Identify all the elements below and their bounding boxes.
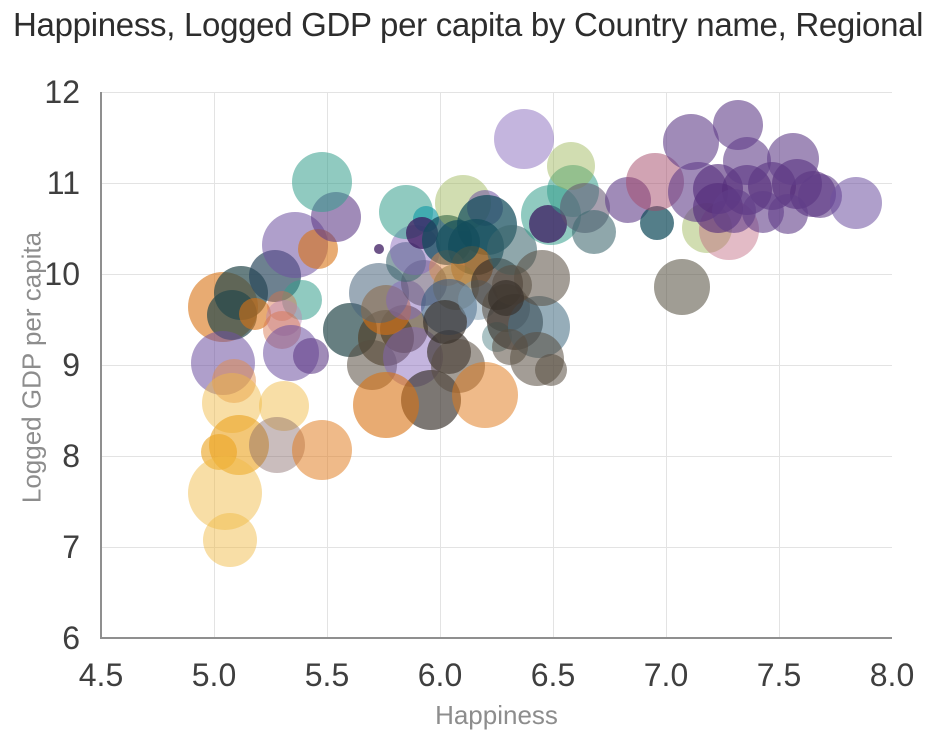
bubble[interactable] — [829, 177, 882, 230]
bubble[interactable] — [373, 244, 384, 255]
bubble[interactable] — [238, 298, 271, 331]
bubble[interactable] — [200, 434, 237, 471]
bubble[interactable] — [723, 137, 772, 186]
bubble[interactable] — [547, 141, 596, 190]
bubble[interactable] — [212, 359, 257, 404]
bubble[interactable] — [352, 372, 419, 439]
y-axis-title: Logged GDP per capita — [16, 231, 47, 504]
x-axis-line — [100, 637, 892, 639]
y-tick-label: 7 — [62, 529, 80, 565]
bubble[interactable] — [492, 328, 529, 365]
bubble[interactable] — [452, 362, 519, 429]
bubble[interactable] — [282, 280, 323, 321]
bubble[interactable] — [493, 109, 554, 170]
x-axis-title: Happiness — [435, 700, 558, 730]
y-tick-label: 12 — [44, 74, 80, 110]
bubble[interactable] — [766, 133, 819, 186]
gridline — [101, 92, 892, 93]
bubble[interactable] — [662, 114, 719, 171]
bubble[interactable] — [571, 210, 616, 255]
bubble[interactable] — [293, 337, 330, 374]
bubble[interactable] — [191, 331, 256, 396]
bubble[interactable] — [266, 290, 297, 321]
x-tick-label: 7.5 — [756, 657, 802, 693]
gridline — [101, 183, 892, 184]
bubble[interactable] — [202, 512, 257, 567]
x-tick-label: 7.0 — [643, 657, 689, 693]
x-tick-label: 5.0 — [191, 657, 237, 693]
chart-title: Happiness, Logged GDP per capita by Coun… — [13, 6, 927, 43]
y-tick-label: 11 — [46, 165, 80, 201]
x-tick-label: 8.0 — [869, 657, 915, 693]
gridline — [101, 456, 892, 457]
x-tick-label: 4.5 — [78, 657, 124, 693]
y-axis-line — [100, 92, 102, 639]
bubble[interactable] — [534, 353, 567, 386]
y-tick-label: 9 — [62, 347, 80, 383]
plot-area — [101, 92, 892, 638]
bubble[interactable] — [768, 193, 809, 234]
bubble[interactable] — [436, 220, 481, 265]
bubble[interactable] — [188, 456, 263, 531]
x-tick-label: 6.5 — [530, 657, 576, 693]
bubble[interactable] — [292, 152, 353, 213]
y-tick-label: 6 — [62, 620, 80, 656]
bubble[interactable] — [292, 419, 353, 480]
bubble[interactable] — [259, 380, 310, 431]
x-tick-label: 6.0 — [417, 657, 463, 693]
y-tick-label: 10 — [44, 256, 80, 292]
x-tick-label: 5.5 — [304, 657, 350, 693]
bubble[interactable] — [653, 258, 710, 315]
bubble[interactable] — [639, 206, 674, 241]
y-tick-label: 8 — [62, 438, 80, 474]
gridline — [101, 547, 892, 548]
bubble[interactable] — [487, 279, 524, 316]
